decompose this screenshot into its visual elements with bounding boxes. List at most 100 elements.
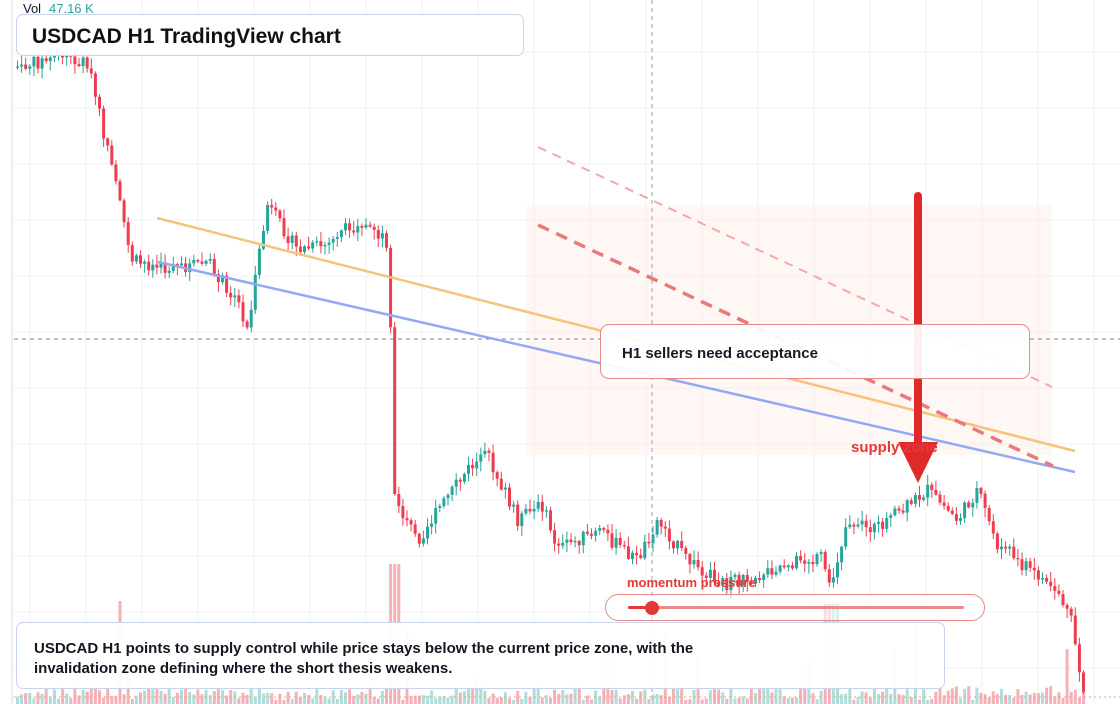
volume-bar [639,691,643,704]
candle-body [991,521,995,534]
candle-body [467,464,470,474]
volume-bar [516,690,520,704]
candle-body [856,524,860,527]
volume-bar [667,696,671,704]
volume-bar [237,698,241,704]
candle-body [159,262,163,268]
candle-body [360,226,364,228]
candle-body [745,574,749,582]
volume-bar [573,686,577,704]
candle-body [544,510,548,512]
candle-body [639,555,643,559]
candle-body [48,57,52,62]
candle-body [868,527,872,533]
candle-body [774,571,778,575]
candle-body [430,523,434,527]
volume-bar [885,687,889,704]
candle-body [348,223,352,231]
volume-bar [577,686,581,704]
candle-body [421,538,425,544]
volume-bar [421,695,425,704]
volume-bar [618,698,622,704]
volume-bar [901,695,905,704]
candle-body [134,255,138,262]
candle-body [577,540,581,546]
volume-bar [487,698,491,704]
volume-bar [782,696,786,704]
volume-bar [139,692,142,704]
volume-bar [1020,694,1024,704]
volume-bar [503,692,507,704]
candle-body [98,96,101,109]
candle-body [216,273,220,283]
candle-body [475,461,479,469]
volume-bar [282,699,286,704]
candle-body [585,531,589,534]
candle-body [491,452,495,473]
volume-bar [610,690,614,704]
candle-body [315,241,319,243]
volume-bar [208,695,212,704]
candle-body [844,527,848,547]
candle-body [208,258,212,261]
candle-body [44,58,48,62]
volume-bar [954,686,958,704]
volume-bar [57,698,60,704]
candle-body [795,555,798,569]
volume-bar [1077,697,1081,704]
volume-bar [651,694,655,704]
candle-body [1073,615,1077,645]
volume-bar [737,697,741,704]
candle-body [483,450,487,455]
candle-body [499,478,503,490]
candle-body [754,578,757,584]
candle-body [212,258,216,274]
volume-bar [327,698,331,704]
volume-bar [889,693,893,704]
volume-bar [462,691,466,704]
candle-body [479,454,483,462]
volume-bar [512,699,516,704]
candle-body [368,224,372,227]
volume-bar [360,691,364,704]
candle-body [249,309,253,328]
candle-body [20,64,24,67]
candle-body [434,507,438,524]
candle-body [672,541,675,549]
candle-body [909,500,913,504]
volume-bar [167,686,171,704]
volume-bar [499,697,503,704]
volume-bar [766,687,770,704]
candle-body [811,562,815,565]
volume-bar [655,694,659,704]
volume-bar [971,699,975,704]
volume-bar [245,694,249,704]
candle-body [741,574,745,586]
chart-title: USDCAD H1 TradingView chart [32,25,341,48]
candle-body [282,218,286,237]
candle-body [967,502,971,508]
volume-bar [307,695,311,704]
volume-bar [631,690,634,704]
candle-body [897,508,901,511]
volume-bar [188,692,192,704]
volume-bar [721,692,725,704]
volume-bar [930,699,934,704]
candle-body [803,560,807,564]
candle-body [147,261,151,271]
candle-body [110,145,114,165]
volume-bar [786,697,790,704]
volume-bar [967,686,971,704]
volume-bar [819,690,823,704]
candle-body [696,560,700,568]
volume-bar [364,693,368,704]
volume-bar [110,696,114,704]
candle-body [626,546,630,559]
candle-body [102,108,106,139]
candle-body [725,578,729,591]
candle-body [864,520,868,528]
candle-body [151,264,155,271]
volume-bar [163,693,167,704]
candle-body [602,528,606,530]
down-arrow-head [898,442,938,483]
